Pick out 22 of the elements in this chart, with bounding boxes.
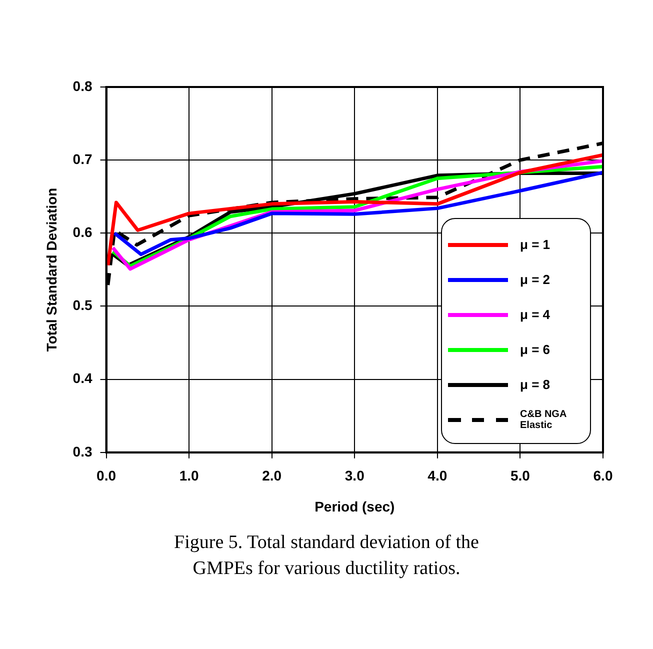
x-tick-label: 0.0: [96, 468, 116, 484]
legend-label: μ = 4: [520, 307, 550, 322]
legend-label: μ = 2: [520, 272, 550, 288]
y-tick-label: 0.7: [72, 150, 92, 167]
legend-label: μ = 1: [520, 237, 550, 252]
y-tick-label: 0.6: [72, 224, 92, 240]
x-tick-label: 5.0: [510, 468, 530, 484]
x-axis-title: Period (sec): [314, 498, 395, 514]
legend-label: μ = 6: [520, 342, 550, 358]
legend-label: C&B NGA Elastic: [520, 408, 568, 431]
legend-label: μ = 8: [520, 377, 550, 392]
x-tick-label: 2.0: [262, 468, 282, 484]
x-tick-label: 6.0: [593, 468, 613, 484]
x-tick-label: 4.0: [428, 468, 448, 484]
y-tick-label: 0.5: [72, 297, 92, 314]
y-tick-label: 0.8: [72, 78, 92, 94]
y-axis-title: Total Standard Deviation: [43, 188, 60, 352]
x-tick-label: 1.0: [179, 468, 199, 484]
caption: Figure 5. Total standard deviation of the GMPEs for various ductility ratios.: [173, 531, 480, 581]
x-tick-label: 3.0: [344, 468, 365, 484]
y-tick-label: 0.4: [72, 370, 92, 386]
y-tick-label: 0.3: [72, 443, 92, 460]
